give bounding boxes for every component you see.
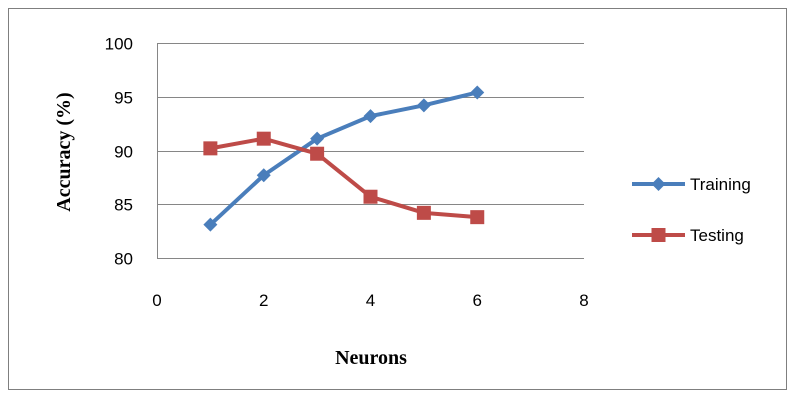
testing-point-5 <box>417 206 431 220</box>
legend-label-training: Training <box>690 175 751 194</box>
testing-point-3 <box>310 147 324 161</box>
testing-point-2 <box>257 132 271 146</box>
x-tick-label-8: 8 <box>579 291 588 310</box>
testing-point-6 <box>470 210 484 224</box>
x-tick-label-0: 0 <box>152 291 161 310</box>
x-tick-label-4: 4 <box>366 291 375 310</box>
testing-point-1 <box>203 141 217 155</box>
x-tick-label-6: 6 <box>473 291 482 310</box>
y-tick-label-80: 80 <box>114 250 133 269</box>
x-tick-label-2: 2 <box>259 291 268 310</box>
x-axis-title: Neurons <box>335 347 407 369</box>
legend-marker-testing <box>652 228 666 242</box>
y-tick-label-90: 90 <box>114 143 133 162</box>
y-tick-label-95: 95 <box>114 89 133 108</box>
y-tick-label-100: 100 <box>105 35 133 54</box>
testing-point-4 <box>364 190 378 204</box>
y-axis-title: Accuracy (%) <box>53 92 75 211</box>
y-tick-label-85: 85 <box>114 196 133 215</box>
legend-label-testing: Testing <box>690 226 744 245</box>
